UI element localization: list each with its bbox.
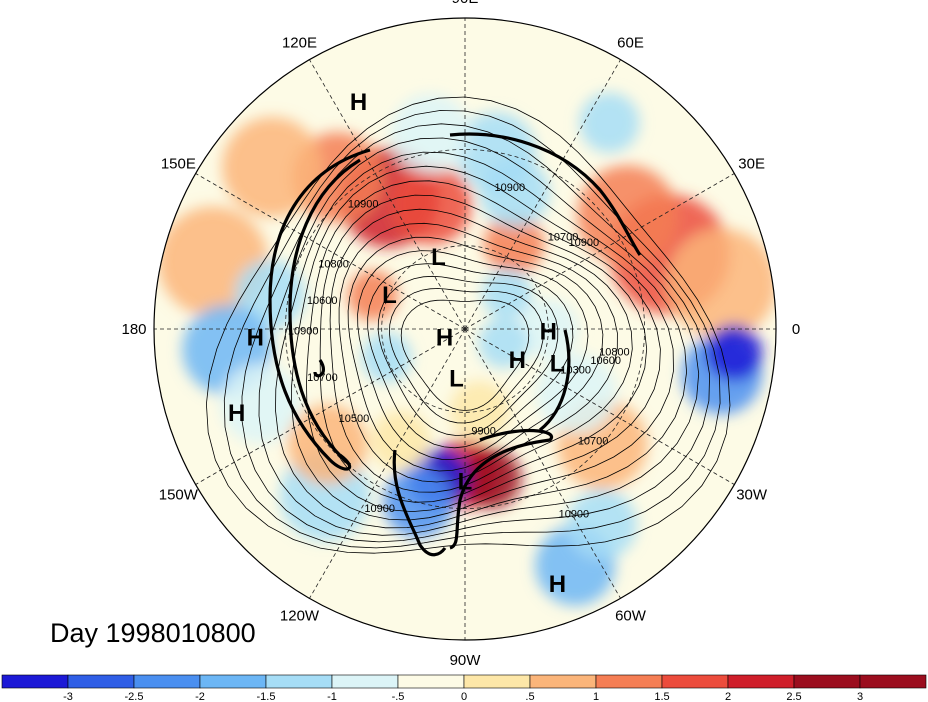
colorbar-box bbox=[133, 674, 201, 689]
colorbar-tick-label: -2.5 bbox=[125, 691, 144, 702]
contour-label: 10900 bbox=[559, 509, 590, 521]
longitude-label: 60W bbox=[615, 608, 647, 625]
contour-label: 10900 bbox=[348, 199, 379, 211]
longitude-label: 150W bbox=[159, 487, 199, 504]
contour-label: 10900 bbox=[568, 237, 599, 249]
pressure-center-H: H bbox=[509, 347, 526, 374]
colorbar-tick-label: 0 bbox=[461, 691, 467, 702]
colorbar-box bbox=[331, 674, 399, 689]
anomaly-shading bbox=[157, 92, 776, 606]
longitude-label: 30E bbox=[738, 156, 765, 173]
colorbar-box bbox=[265, 674, 333, 689]
contour-label: 9900 bbox=[471, 425, 495, 437]
colorbar-tick-label: -1.5 bbox=[257, 691, 276, 702]
colorbar-box bbox=[595, 674, 663, 689]
pressure-center-H: H bbox=[549, 571, 566, 598]
longitude-label: 60E bbox=[617, 34, 644, 51]
pressure-center-L: L bbox=[382, 282, 397, 309]
pressure-center-H: H bbox=[540, 318, 557, 345]
colorbar-tick-label: .5 bbox=[525, 691, 534, 702]
contour-label: 10600 bbox=[590, 355, 621, 367]
graticule bbox=[154, 18, 776, 640]
longitude-label: 120W bbox=[280, 608, 320, 625]
polar-stereographic-map: 1090010900107001090010800106001090010700… bbox=[121, 0, 800, 669]
contour-label: 10900 bbox=[364, 503, 395, 515]
longitude-labels: 90E 60E 30E 0 30W 60W 90W 120W 150W 180 150E 120E bbox=[121, 0, 800, 669]
colorbar-box bbox=[199, 674, 267, 689]
pressure-center-H: H bbox=[436, 324, 453, 351]
colorbar-tick-label: -3 bbox=[63, 691, 73, 702]
pressure-center-L: L bbox=[550, 351, 565, 378]
colorbar-tick-label: 2.5 bbox=[786, 691, 801, 702]
pressure-center-L: L bbox=[458, 469, 473, 496]
colorbar-box bbox=[463, 674, 531, 689]
colorbar-box bbox=[1, 674, 69, 689]
contour-label: 10700 bbox=[578, 435, 609, 447]
contour-label: 10800 bbox=[599, 346, 630, 358]
contour-label: 10500 bbox=[339, 413, 370, 425]
pressure-center-L: L bbox=[449, 366, 464, 393]
longitude-label: 120E bbox=[282, 34, 317, 51]
contour-label: 10600 bbox=[307, 295, 338, 307]
colorbar-tick-label: -.5 bbox=[392, 691, 405, 702]
longitude-label: 30W bbox=[736, 487, 768, 504]
colorbar-box bbox=[397, 674, 465, 689]
colorbar-tick-label: 3 bbox=[857, 691, 863, 702]
contour-labels: 1090010900107001090010800106001090010700… bbox=[288, 182, 630, 521]
pressure-center-H: H bbox=[350, 89, 367, 116]
colorbar-tick-label: -2 bbox=[195, 691, 205, 702]
colorbar-tick-label: 1 bbox=[593, 691, 599, 702]
longitude-label: 150E bbox=[161, 156, 196, 173]
colorbar-box bbox=[67, 674, 135, 689]
height-contours bbox=[205, 96, 731, 554]
longitude-label: 0 bbox=[792, 321, 800, 338]
contour-label: 10700 bbox=[307, 372, 338, 384]
date-title: Day 1998010800 bbox=[50, 618, 256, 648]
contour-label: 10300 bbox=[560, 365, 591, 377]
colorbar-box bbox=[859, 674, 927, 689]
pressure-center-L: L bbox=[431, 244, 446, 271]
contour-label: 10900 bbox=[495, 182, 526, 194]
longitude-label: 90W bbox=[450, 652, 482, 669]
colorbar-tick-label: -1 bbox=[327, 691, 337, 702]
contour-label: 10900 bbox=[288, 326, 319, 338]
contour-label: 10800 bbox=[318, 259, 349, 271]
pressure-center-H: H bbox=[228, 400, 245, 427]
colorbar-tick-label: 2 bbox=[725, 691, 731, 702]
pressure-center-H: H bbox=[247, 324, 264, 351]
contour-label: 10700 bbox=[548, 232, 579, 244]
colorbar: -3 -2.5 -2 -1.5 -1 -.5 0 .5 1 1.5 2 2.5 3 bbox=[1, 674, 927, 702]
map-disk: 1090010900107001090010800106001090010700… bbox=[154, 18, 776, 640]
longitude-label: 90E bbox=[452, 0, 479, 7]
longitude-label: 180 bbox=[121, 321, 146, 338]
colorbar-box bbox=[727, 674, 795, 689]
colorbar-box bbox=[793, 674, 861, 689]
colorbar-tick-label: 1.5 bbox=[654, 691, 669, 702]
colorbar-box bbox=[661, 674, 729, 689]
map-border bbox=[153, 17, 777, 641]
jet-contours bbox=[268, 132, 642, 557]
colorbar-box bbox=[529, 674, 597, 689]
